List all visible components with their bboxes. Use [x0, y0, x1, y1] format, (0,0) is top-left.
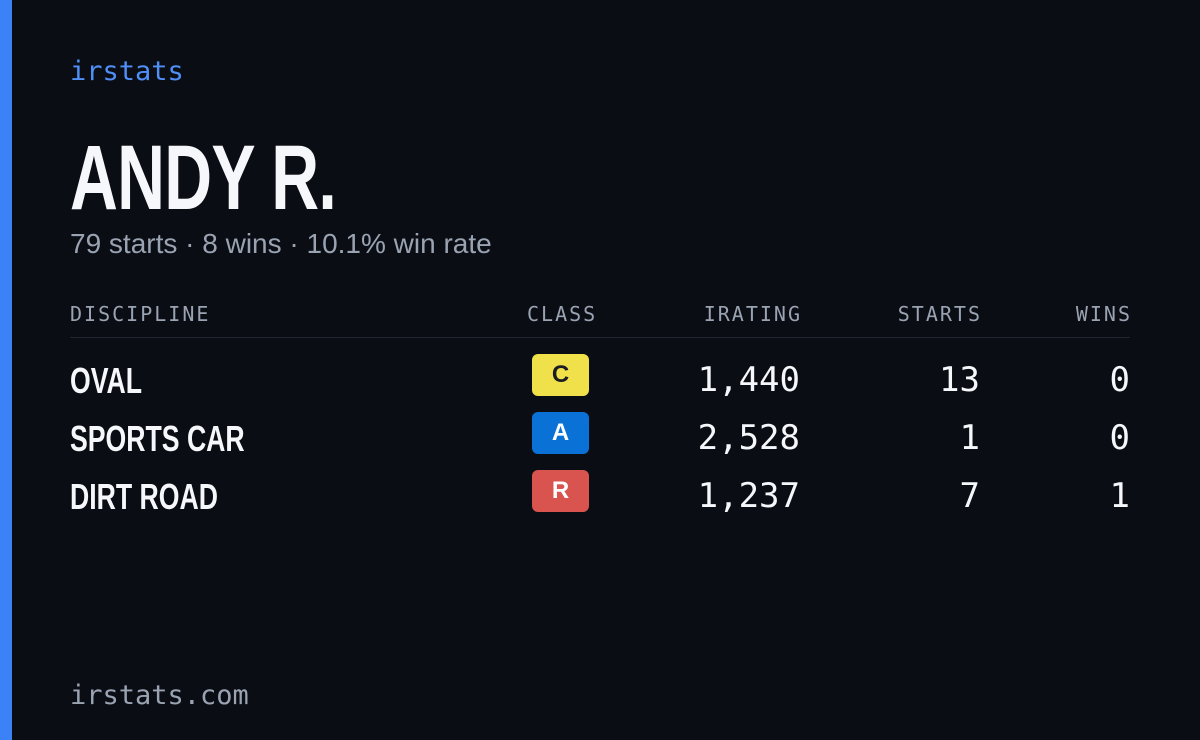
accent-bar: [0, 0, 12, 740]
irating: 1,440: [697, 360, 800, 400]
column-header: CLASS: [527, 302, 598, 326]
column-header: DISCIPLINE: [70, 302, 211, 326]
driver-name: ANDY R.: [70, 127, 337, 229]
wins: 0: [1109, 418, 1130, 458]
class-badge: C: [532, 354, 589, 396]
class-badge: A: [532, 412, 589, 454]
starts: 7: [959, 476, 980, 516]
brand: irstats: [70, 56, 184, 87]
discipline: OVAL: [70, 360, 143, 401]
class-badge: R: [532, 470, 589, 512]
irating: 2,528: [697, 418, 800, 458]
irating: 1,237: [697, 476, 800, 516]
discipline: SPORTS CAR: [70, 418, 245, 459]
header-divider: [70, 337, 1130, 338]
discipline: DIRT ROAD: [70, 476, 218, 517]
starts: 1: [959, 418, 980, 458]
column-header: WINS: [1075, 302, 1132, 326]
column-header: STARTS: [897, 302, 982, 326]
column-header: IRATING: [703, 302, 802, 326]
footer-url: irstats.com: [70, 680, 249, 711]
wins: 1: [1109, 476, 1130, 516]
starts: 13: [939, 360, 980, 400]
wins: 0: [1109, 360, 1130, 400]
driver-summary: 79 starts · 8 wins · 10.1% win rate: [70, 228, 492, 259]
